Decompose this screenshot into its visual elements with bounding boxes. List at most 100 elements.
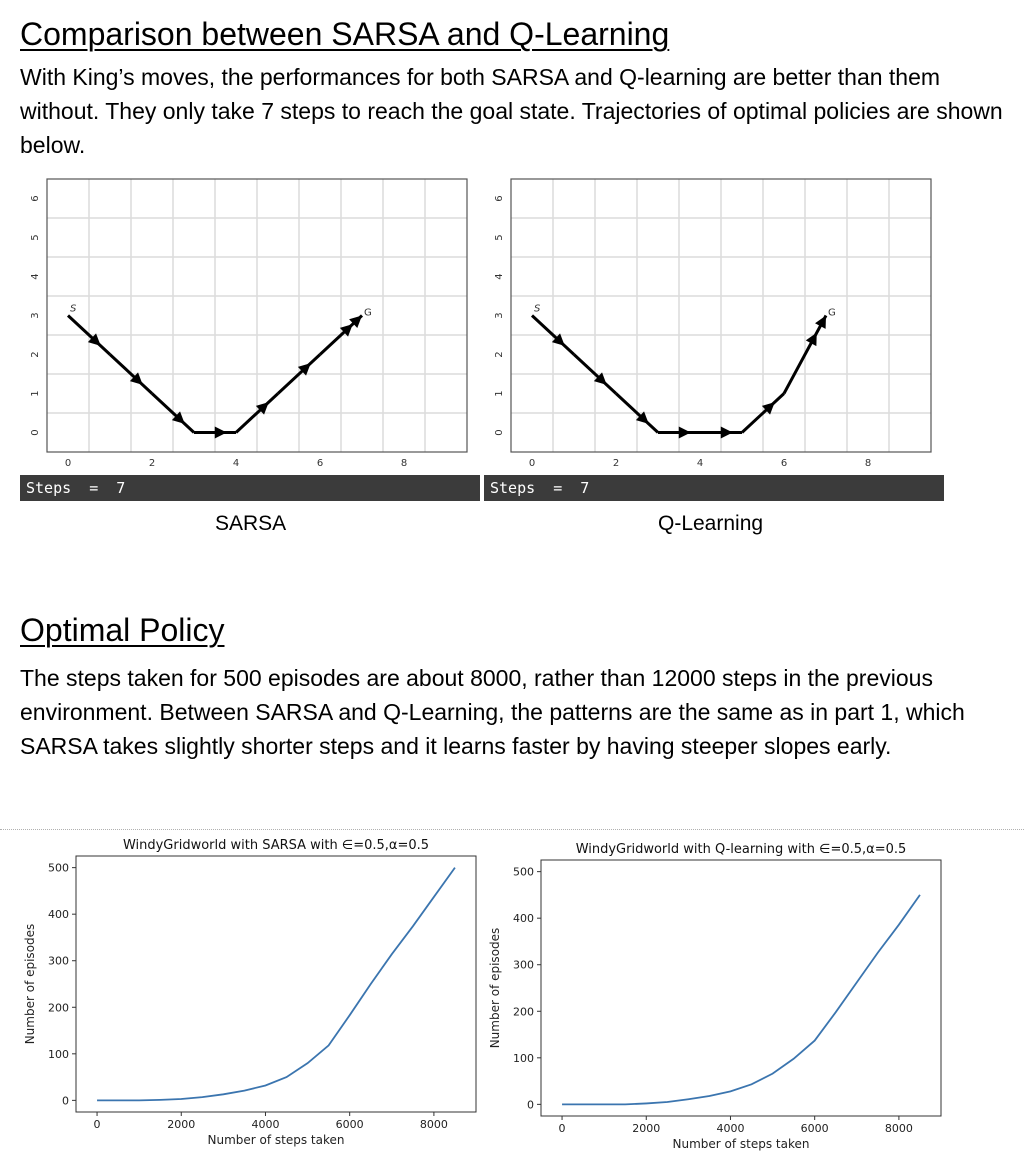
trajectory-arrowhead	[720, 426, 733, 439]
y-tick-label: 200	[48, 1001, 69, 1014]
y-tick-label: 1	[494, 390, 505, 396]
x-axis-label: Number of steps taken	[208, 1133, 345, 1147]
trajectory-arrowhead	[761, 402, 775, 415]
series-line	[97, 867, 456, 1102]
x-tick-label: 2000	[167, 1118, 195, 1131]
qlearning-steps-readout: Steps = 7	[484, 475, 944, 501]
y-tick-label: 200	[513, 1005, 534, 1018]
plot-area	[75, 855, 477, 1113]
x-tick-label: 6	[781, 458, 787, 469]
y-tick-label: 4	[30, 273, 41, 279]
x-tick-label: 6	[317, 458, 323, 469]
x-tick-label: 6000	[801, 1122, 829, 1135]
trajectory-segment	[572, 353, 618, 395]
x-tick-label: 0	[529, 458, 535, 469]
trajectory-arrowhead	[171, 411, 185, 424]
trajectory-arrowhead	[129, 372, 143, 385]
y-tick-label: 4	[494, 273, 505, 279]
y-tick-label: 400	[513, 912, 534, 925]
trajectory-segment	[614, 392, 660, 434]
goal-arrowhead	[349, 315, 362, 329]
y-tick-label: 0	[527, 1098, 534, 1111]
x-tick-label: 0	[94, 1118, 101, 1131]
y-tick-label: 5	[30, 234, 41, 240]
comparison-paragraph: With King’s moves, the performances for …	[20, 64, 1003, 158]
y-tick-label: 500	[513, 866, 534, 879]
qlearning-caption: Q-Learning	[658, 512, 764, 535]
series-line	[562, 894, 921, 1106]
trajectory-arrowhead	[805, 332, 817, 347]
trajectory-segment	[150, 392, 196, 434]
y-tick-label: 0	[62, 1094, 69, 1107]
trajectory-segment	[66, 314, 112, 356]
plot-frame	[46, 178, 468, 453]
y-axis-label: Number of episodes	[488, 928, 502, 1049]
y-tick-label: 300	[48, 955, 69, 968]
optimal-policy-paragraph: The steps taken for 500 episodes are abo…	[20, 665, 965, 759]
x-tick-label: 4000	[251, 1118, 279, 1131]
trajectory-arrowhead	[551, 333, 565, 346]
qlearning-episodes-chart: WindyGridworld with Q-learning with ∈=0.…	[488, 842, 942, 1151]
section-title-optimal-policy: Optimal Policy	[20, 612, 225, 648]
trajectory-arrowhead	[678, 426, 691, 439]
y-tick-label: 100	[48, 1048, 69, 1061]
trajectory-segment	[782, 314, 828, 395]
trajectory-segment	[276, 353, 322, 395]
y-tick-label: 6	[494, 195, 505, 201]
x-tick-label: 2	[613, 458, 619, 469]
goal-label: G	[364, 308, 372, 319]
trajectory-arrowhead	[339, 324, 353, 337]
sarsa-trajectory-panel: 0 1 2 3 4 5 6 0 2 4 6 8 S G Steps = 7	[20, 165, 480, 501]
plot-area	[540, 859, 942, 1117]
plot-frame	[510, 178, 932, 453]
y-tick-label: 2	[30, 351, 41, 357]
trajectory-arrowhead	[214, 426, 227, 439]
trajectory-arrowhead	[87, 333, 101, 346]
x-tick-label: 2	[149, 458, 155, 469]
x-tick-label: 6000	[336, 1118, 364, 1131]
goal-arrowhead	[815, 315, 826, 329]
sarsa-caption: SARSA	[215, 512, 287, 535]
chart-title: WindyGridworld with Q-learning with ∈=0.…	[576, 842, 907, 857]
x-tick-label: 8000	[420, 1118, 448, 1131]
y-tick-label: 5	[494, 234, 505, 240]
y-tick-label: 100	[513, 1052, 534, 1065]
y-axis-label: Number of episodes	[23, 924, 37, 1045]
x-tick-label: 2000	[632, 1122, 660, 1135]
trajectory-segment	[530, 314, 576, 356]
x-tick-label: 4000	[716, 1122, 744, 1135]
y-tick-label: 0	[30, 429, 41, 435]
x-tick-label: 8000	[885, 1122, 913, 1135]
x-tick-label: 8	[401, 458, 407, 469]
section-divider	[0, 829, 1024, 830]
sarsa-gridworld-plot: 0 1 2 3 4 5 6 0 2 4 6 8 S G	[30, 178, 468, 469]
y-tick-label: 300	[513, 959, 534, 972]
trajectory-arrowhead	[297, 363, 311, 376]
trajectory-segment	[108, 353, 154, 395]
trajectory-segment	[234, 392, 280, 434]
x-tick-label: 8	[865, 458, 871, 469]
y-tick-label: 400	[48, 908, 69, 921]
start-label: S	[70, 304, 77, 315]
x-axis-label: Number of steps taken	[673, 1137, 810, 1151]
y-tick-label: 500	[48, 862, 69, 875]
trajectory-arrowhead	[593, 372, 607, 385]
qlearning-trajectory-panel: 0 1 2 3 4 5 6 0 2 4 6 8 S G Steps = 7	[484, 165, 944, 501]
trajectory-segment	[740, 392, 786, 434]
section-title-comparison: Comparison between SARSA and Q-Learning	[20, 16, 670, 52]
start-label: S	[534, 304, 541, 315]
x-tick-label: 0	[559, 1122, 566, 1135]
x-tick-label: 0	[65, 458, 71, 469]
chart-title: WindyGridworld with SARSA with ∈=0.5,α=0…	[123, 838, 429, 853]
y-tick-label: 3	[30, 312, 41, 318]
y-tick-label: 1	[30, 390, 41, 396]
x-tick-label: 4	[233, 458, 239, 469]
y-tick-label: 2	[494, 351, 505, 357]
trajectory-arrowhead	[255, 402, 269, 415]
goal-label: G	[828, 308, 836, 319]
y-tick-label: 6	[30, 195, 41, 201]
x-tick-label: 4	[697, 458, 703, 469]
sarsa-steps-readout: Steps = 7	[20, 475, 480, 501]
trajectory-arrowhead	[635, 411, 649, 424]
qlearning-gridworld-plot: 0 1 2 3 4 5 6 0 2 4 6 8 S G	[494, 178, 932, 469]
